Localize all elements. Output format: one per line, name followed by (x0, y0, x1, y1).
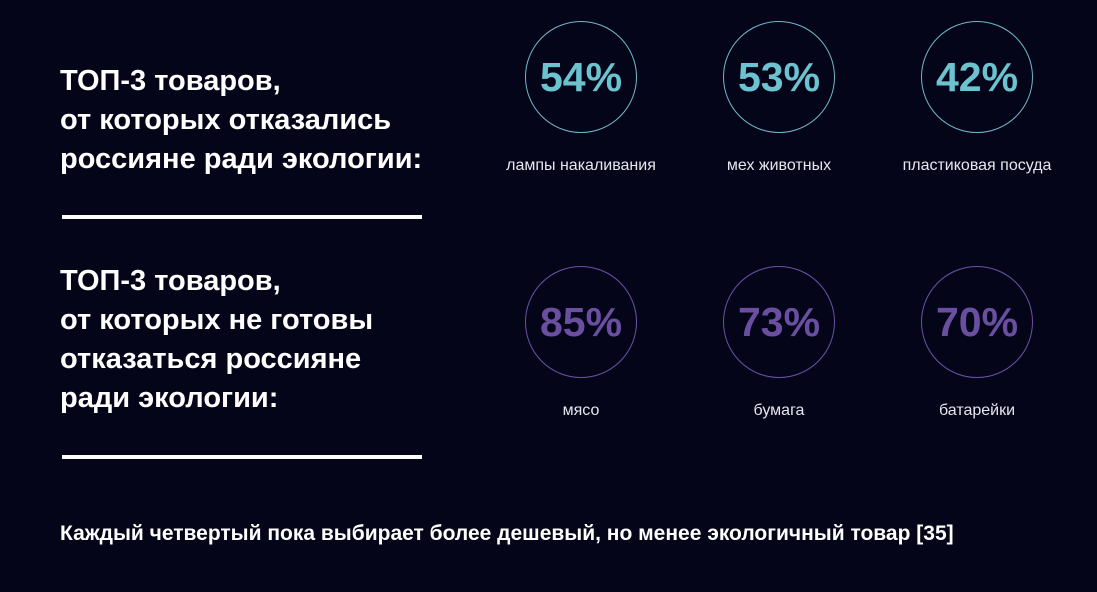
section2-heading: ТОП-3 товаров, от которых не готовы отка… (60, 265, 374, 414)
stat-item: 70% батарейки (877, 266, 1077, 420)
divider (62, 455, 422, 459)
stat-value: 73% (723, 266, 835, 378)
stat-item: 53% мех животных (679, 21, 879, 175)
stat-label: мясо (562, 402, 600, 419)
stat-label: лампы накаливания (506, 157, 656, 174)
footer-note: Каждый четвертый пока выбирает более деш… (60, 522, 954, 545)
stat-value: 54% (525, 21, 637, 133)
stat-value: 70% (921, 266, 1033, 378)
stat-item: 42% пластиковая посуда (877, 21, 1077, 175)
stat-value: 53% (723, 21, 835, 133)
stat-label: пластиковая посуда (902, 157, 1052, 174)
section1-heading: ТОП-3 товаров, от которых отказались рос… (60, 65, 423, 175)
stat-item: 54% лампы накаливания (481, 21, 681, 175)
stat-item: 85% мясо (481, 266, 681, 420)
stat-label: батарейки (938, 402, 1016, 419)
stat-label: мех животных (726, 157, 832, 174)
stat-item: 73% бумага (679, 266, 879, 420)
stat-value: 85% (525, 266, 637, 378)
divider (62, 215, 422, 219)
stat-value: 42% (921, 21, 1033, 133)
stat-label: бумага (753, 402, 805, 419)
